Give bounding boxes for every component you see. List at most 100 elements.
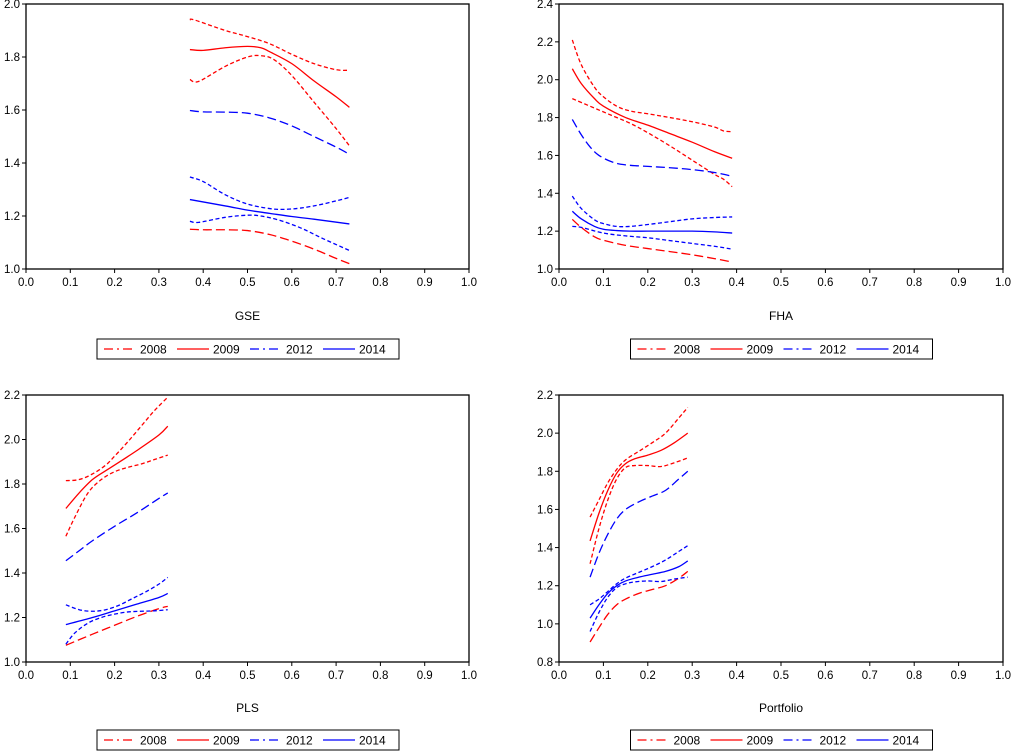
legend-box xyxy=(96,338,400,360)
series-group xyxy=(65,396,169,646)
legend: 2008 2009 2012 2014 xyxy=(630,729,933,751)
series-line-2012-lower-band xyxy=(189,214,350,252)
x-tick-label: 0.1 xyxy=(595,670,611,682)
legend-label: 2008 xyxy=(140,343,167,357)
legend-label: 2014 xyxy=(893,343,920,357)
x-axis: 0.0 0.1 0.2 0.3 0.4 0.5 0.6 0.7 0.8 0.9 1.0 xyxy=(18,662,477,682)
x-axis-title: GSE xyxy=(235,309,260,323)
y-tick-label: 1.8 xyxy=(537,466,553,478)
x-tick-label: 0.1 xyxy=(62,277,78,289)
x-tick-label: 0.7 xyxy=(328,277,344,289)
series-line-2009-upper-band xyxy=(571,39,733,133)
x-tick-label: 0.4 xyxy=(195,670,212,682)
series-line-2012 xyxy=(189,109,350,155)
x-tick-label: 0.3 xyxy=(684,670,700,682)
x-tick-label: 0.9 xyxy=(417,277,433,289)
legend-item-2012: 2012 xyxy=(783,343,847,357)
x-tick-label: 0.0 xyxy=(18,670,34,682)
legend-item-2008: 2008 xyxy=(104,343,167,357)
series-line-2009-upper-band xyxy=(589,406,689,518)
series-line-2012-lower-band xyxy=(572,225,733,250)
series-line-2009-lower-band xyxy=(589,457,688,564)
x-tick-label: 0.7 xyxy=(328,670,344,682)
x-axis-title: Portfolio xyxy=(759,701,803,715)
series-line-2012 xyxy=(571,119,733,177)
x-tick-label: 0.7 xyxy=(862,277,878,289)
x-tick-label: 0.8 xyxy=(372,670,388,682)
x-tick-label: 0.8 xyxy=(906,277,922,289)
series-line-2008 xyxy=(65,605,168,646)
legend-label: 2012 xyxy=(820,343,847,357)
panel-gse: 0.0 0.1 0.2 0.3 0.4 0.5 0.6 0.7 0.8 0.9 1.01.01.21… xyxy=(4,0,477,360)
series-line-2009 xyxy=(189,45,350,108)
legend-label: 2008 xyxy=(140,734,167,748)
x-tick-label: 0.6 xyxy=(817,277,833,289)
legend: 2008 2009 2012 2014 xyxy=(96,338,400,360)
x-tick-label: 1.0 xyxy=(461,277,477,289)
x-tick-label: 0.5 xyxy=(773,277,789,289)
x-tick-label: 0.7 xyxy=(862,670,878,682)
panel-pls: 0.0 0.1 0.2 0.3 0.4 0.5 0.6 0.7 0.8 0.9 1.01.01.21… xyxy=(4,390,477,751)
series-line-2009-upper-band xyxy=(65,396,169,482)
x-tick-label: 0.2 xyxy=(107,277,123,289)
y-tick-label: 1.4 xyxy=(4,568,21,580)
legend-item-2008: 2008 xyxy=(637,734,701,748)
y-tick-label: 1.8 xyxy=(537,113,553,125)
y-tick-label: 1.8 xyxy=(4,479,20,491)
legend-item-2014: 2014 xyxy=(323,734,386,748)
series-line-2009 xyxy=(589,432,689,542)
y-tick-label: 1.6 xyxy=(537,504,553,516)
x-tick-label: 0.3 xyxy=(151,670,167,682)
x-tick-label: 0.4 xyxy=(729,277,746,289)
x-tick-label: 0.0 xyxy=(551,277,567,289)
legend-label: 2014 xyxy=(893,734,920,748)
y-tick-label: 1.4 xyxy=(537,543,554,555)
legend-item-2008: 2008 xyxy=(637,343,701,357)
legend-label: 2008 xyxy=(674,734,701,748)
series-line-2008 xyxy=(189,228,350,265)
legend-item-2008: 2008 xyxy=(104,734,167,748)
series-line-2008 xyxy=(589,570,689,643)
x-tick-label: 0.2 xyxy=(107,670,123,682)
legend-box xyxy=(630,729,933,751)
legend-item-2012: 2012 xyxy=(250,343,313,357)
y-tick-label: 1.0 xyxy=(4,264,20,276)
x-axis: 0.0 0.1 0.2 0.3 0.4 0.5 0.6 0.7 0.8 0.9 1.0 xyxy=(18,269,477,289)
x-tick-label: 0.0 xyxy=(551,670,567,682)
plot-frame xyxy=(25,3,470,270)
x-tick-label: 0.8 xyxy=(906,670,922,682)
x-tick-label: 0.9 xyxy=(951,670,967,682)
series-line-2012-lower-band xyxy=(65,609,168,645)
x-tick-label: 1.0 xyxy=(995,277,1011,289)
y-tick-label: 2.0 xyxy=(4,0,20,11)
y-tick-label: 1.2 xyxy=(4,211,20,223)
legend-item-2009: 2009 xyxy=(177,734,240,748)
y-tick-label: 1.0 xyxy=(537,264,553,276)
x-tick-label: 0.4 xyxy=(729,670,746,682)
x-tick-label: 0.1 xyxy=(595,277,611,289)
series-line-2012-upper-band xyxy=(65,576,169,612)
series-line-2014 xyxy=(65,592,169,626)
x-tick-label: 0.3 xyxy=(151,277,167,289)
x-tick-label: 0.3 xyxy=(684,277,700,289)
y-tick-label: 2.4 xyxy=(537,0,554,11)
y-tick-label: 2.0 xyxy=(537,75,553,87)
series-line-2012-lower-band xyxy=(589,576,688,632)
x-tick-label: 1.0 xyxy=(995,670,1011,682)
legend-item-2009: 2009 xyxy=(710,343,774,357)
series-line-2009-upper-band xyxy=(189,18,350,72)
plot-frame xyxy=(558,3,1004,270)
series-line-2009 xyxy=(571,68,733,159)
x-tick-label: 0.5 xyxy=(240,277,256,289)
x-tick-label: 0.4 xyxy=(195,277,212,289)
x-tick-label: 0.5 xyxy=(773,670,789,682)
y-tick-label: 2.0 xyxy=(537,428,553,440)
series-line-2008 xyxy=(571,218,733,263)
x-tick-label: 1.0 xyxy=(461,670,477,682)
legend-label: 2012 xyxy=(286,343,313,357)
x-tick-label: 0.2 xyxy=(640,277,656,289)
legend: 2008 2009 2012 2014 xyxy=(96,729,400,751)
legend-item-2009: 2009 xyxy=(177,343,240,357)
legend-label: 2014 xyxy=(359,734,386,748)
series-line-2009-lower-band xyxy=(65,454,168,537)
